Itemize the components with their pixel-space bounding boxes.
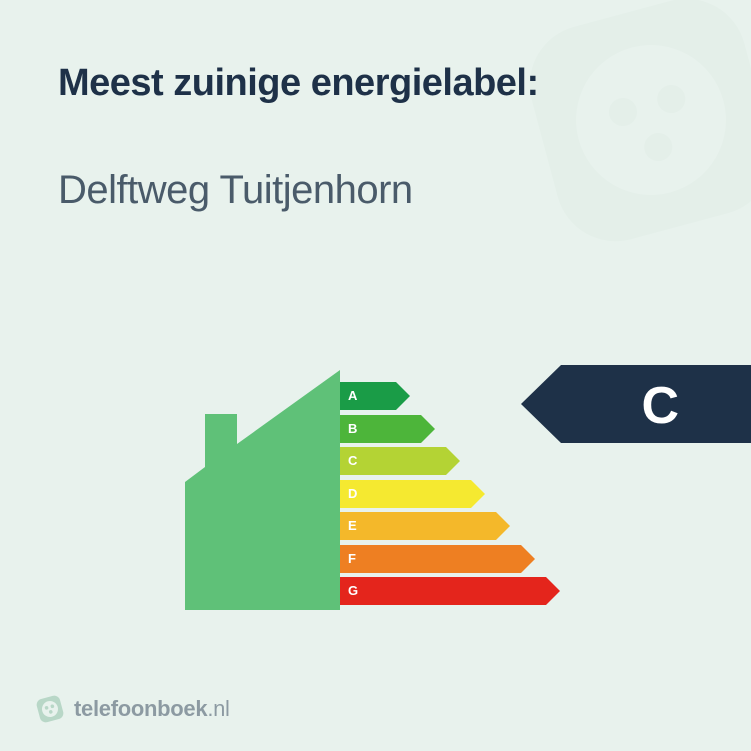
bar-label: E	[348, 518, 357, 533]
house-icon	[185, 370, 340, 610]
brand-icon	[36, 695, 64, 723]
brand-text: telefoonboek.nl	[74, 696, 230, 722]
bar-label: F	[348, 551, 356, 566]
watermark-icon	[491, 0, 751, 280]
bar-label: C	[348, 453, 357, 468]
bar-label: D	[348, 486, 357, 501]
rating-arrow	[521, 365, 751, 443]
footer-brand: telefoonboek.nl	[36, 695, 230, 723]
rating-letter: C	[641, 376, 679, 436]
page-title: Meest zuinige energielabel:	[58, 62, 539, 105]
brand-name-bold: telefoonboek	[74, 696, 207, 721]
bar-label: A	[348, 388, 357, 403]
location-name: Delftweg Tuitjenhorn	[58, 168, 413, 213]
brand-name-tld: .nl	[207, 696, 229, 721]
bar-label: B	[348, 421, 357, 436]
bar-label: G	[348, 583, 358, 598]
